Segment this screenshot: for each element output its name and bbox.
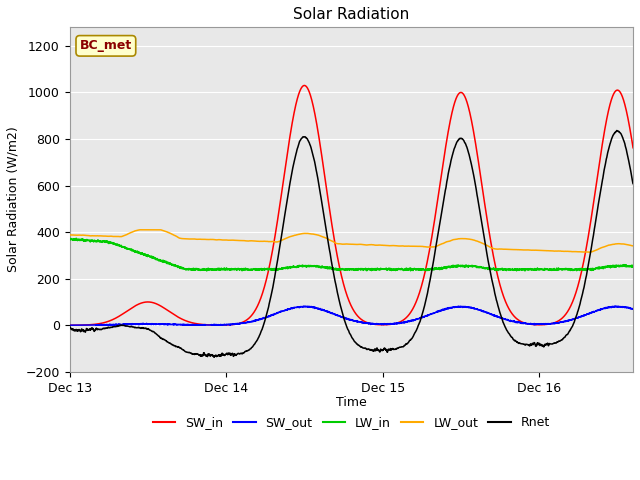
Legend: SW_in, SW_out, LW_in, LW_out, Rnet: SW_in, SW_out, LW_in, LW_out, Rnet (148, 411, 555, 434)
X-axis label: Time: Time (336, 396, 367, 409)
Title: Solar Radiation: Solar Radiation (293, 7, 410, 22)
Y-axis label: Solar Radiation (W/m2): Solar Radiation (W/m2) (7, 127, 20, 273)
Text: BC_met: BC_met (80, 39, 132, 52)
